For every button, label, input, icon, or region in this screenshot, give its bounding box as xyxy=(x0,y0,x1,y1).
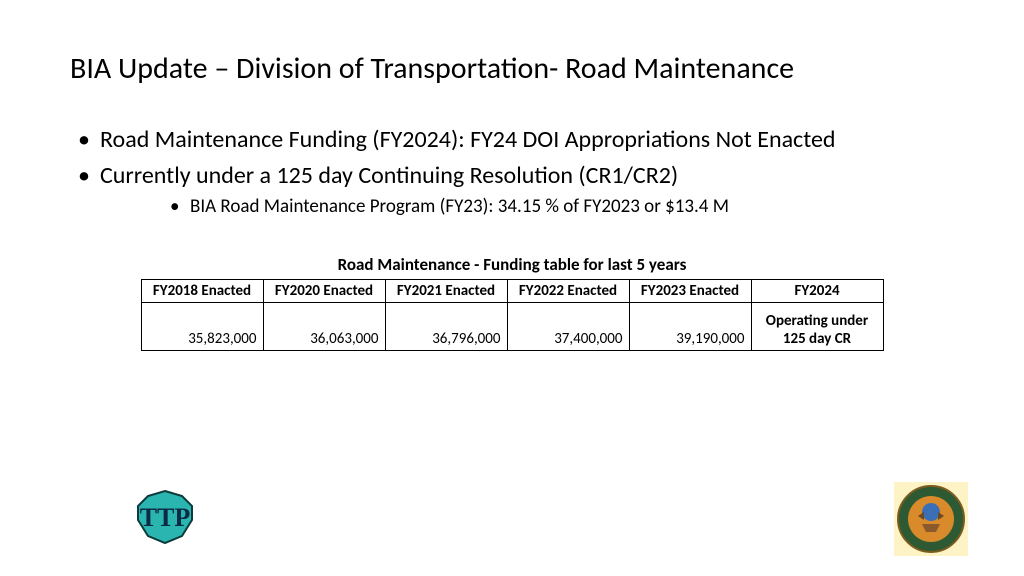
doi-bia-seal xyxy=(894,482,968,556)
bullet-item-2: Currently under a 125 day Continuing Res… xyxy=(78,161,954,220)
sub-bullet-1: BIA Road Maintenance Program (FY23): 34.… xyxy=(170,195,954,220)
table-header: FY2021 Enacted xyxy=(385,279,507,302)
bullet-item-2-text: Currently under a 125 day Continuing Res… xyxy=(100,161,678,190)
table-title: Road Maintenance - Funding table for las… xyxy=(70,254,954,275)
table-cell: 36,796,000 xyxy=(385,302,507,350)
svg-text:TTP: TTP xyxy=(140,503,191,532)
table-cell: 35,823,000 xyxy=(141,302,263,350)
table-header-row: FY2018 Enacted FY2020 Enacted FY2021 Ena… xyxy=(141,279,883,302)
table-cell: 37,400,000 xyxy=(507,302,629,350)
bullet-list: Road Maintenance Funding (FY2024): FY24 … xyxy=(78,125,954,220)
table-header: FY2018 Enacted xyxy=(141,279,263,302)
seal-icon xyxy=(894,482,968,556)
shield-icon: TTP xyxy=(130,488,200,546)
sub-bullet-list: BIA Road Maintenance Program (FY23): 34.… xyxy=(170,195,954,220)
bullet-item-1: Road Maintenance Funding (FY2024): FY24 … xyxy=(78,125,954,155)
table-header: FY2023 Enacted xyxy=(629,279,751,302)
table-cell: 39,190,000 xyxy=(629,302,751,350)
table-row: 35,823,000 36,063,000 36,796,000 37,400,… xyxy=(141,302,883,350)
ttp-shield-logo: TTP xyxy=(130,488,200,546)
table-header: FY2024 xyxy=(751,279,883,302)
slide-content: BIA Update – Division of Transportation-… xyxy=(0,0,1024,351)
table-cell: 36,063,000 xyxy=(263,302,385,350)
table-header: FY2022 Enacted xyxy=(507,279,629,302)
table-cell-fy2024: Operating under 125 day CR xyxy=(751,302,883,350)
funding-table-section: Road Maintenance - Funding table for las… xyxy=(70,254,954,351)
slide-title: BIA Update – Division of Transportation-… xyxy=(70,50,954,87)
table-header: FY2020 Enacted xyxy=(263,279,385,302)
funding-table: FY2018 Enacted FY2020 Enacted FY2021 Ena… xyxy=(141,279,884,351)
